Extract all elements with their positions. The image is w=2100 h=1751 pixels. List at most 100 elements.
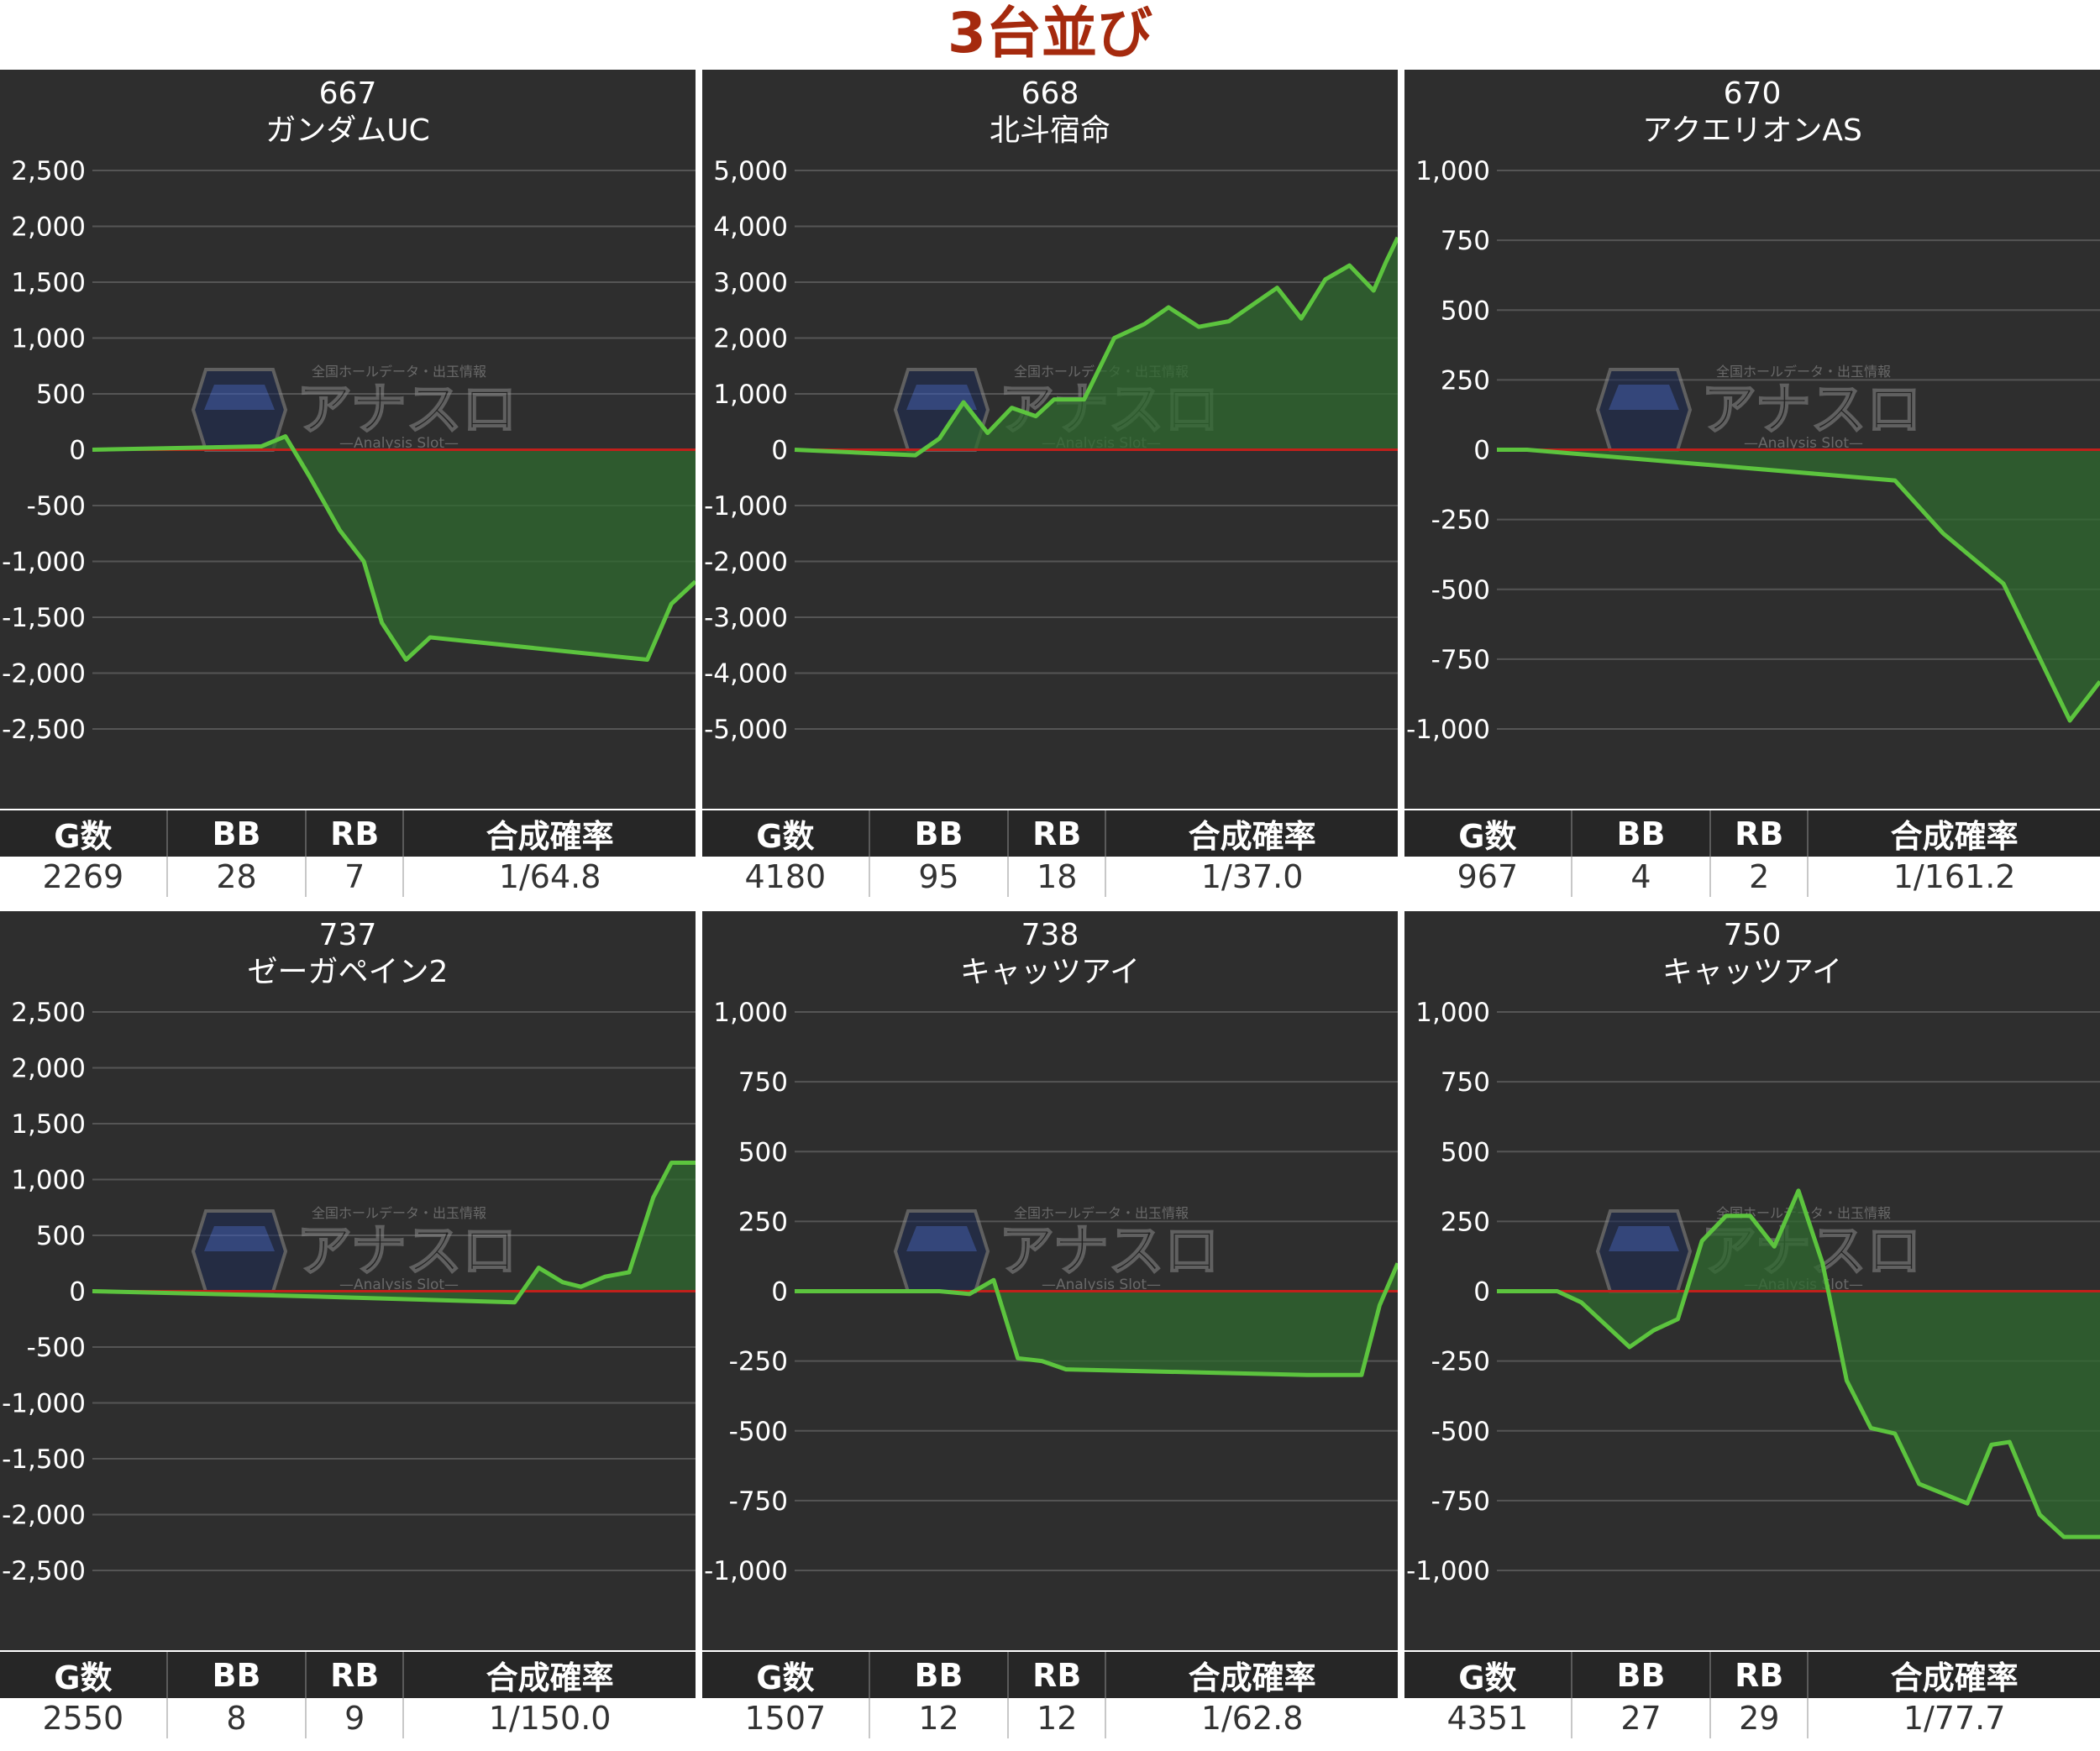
games-value: 4180 — [702, 857, 870, 897]
y-tick-label: 250 — [738, 1207, 788, 1237]
watermark-brand: アナスロ — [297, 1219, 517, 1283]
stats-header-row: G数 BB RB 合成確率 — [0, 1652, 696, 1698]
y-tick-label: 750 — [738, 1067, 788, 1098]
watermark-sub: —Analysis Slot— — [339, 1277, 459, 1293]
stats-value-row: 967 4 2 1/161.2 — [1404, 857, 2100, 897]
y-tick-label: -1,000 — [704, 491, 788, 522]
y-tick-label: -1,500 — [2, 603, 86, 633]
bb-value: 8 — [166, 1698, 307, 1738]
y-tick-label: 2,000 — [713, 324, 788, 354]
stats-value-row: 2269 28 7 1/64.8 — [0, 857, 696, 897]
bb-header: BB — [1571, 810, 1712, 857]
series-line — [794, 236, 1398, 458]
y-tick-label: 1,000 — [11, 324, 86, 354]
area-fill — [1497, 449, 2100, 721]
prob-value: 1/77.7 — [1808, 1698, 2100, 1738]
y-tick-label: 0 — [1473, 1277, 1490, 1308]
series-line — [1497, 1188, 2100, 1539]
prob-value: 1/150.0 — [403, 1698, 696, 1738]
prob-value: 1/64.8 — [403, 857, 696, 897]
prob-header: 合成確率 — [1105, 810, 1398, 857]
stats-value-row: 4351 27 29 1/77.7 — [1404, 1698, 2100, 1738]
rb-header: RB — [306, 1652, 405, 1698]
series-line — [795, 1262, 1398, 1377]
y-tick-label: -500 — [27, 1333, 86, 1363]
series-line — [92, 434, 696, 663]
machine-name: ガンダムUC — [265, 113, 430, 148]
chart-area: 750 キャッツアイ 1,000 750 500 250 0 -250 -500 -750 -1,0… — [1404, 911, 2100, 1650]
y-tick-label: -1,000 — [1406, 1556, 1490, 1586]
y-tick-label: 1,500 — [11, 268, 86, 298]
y-tick-label: -2,000 — [704, 548, 788, 578]
y-tick-label: 4,000 — [713, 212, 788, 243]
y-tick-label: -4,000 — [704, 659, 788, 689]
watermark-logo: アナスロ—Analysis Slot— 全国ホールデータ・出玉情報 — [191, 364, 518, 452]
games-header: G数 — [702, 1652, 870, 1698]
stats-value-row: 1507 12 12 1/62.8 — [702, 1698, 1398, 1738]
prob-header: 合成確率 — [403, 1652, 696, 1698]
y-tick-label: 1,000 — [1415, 156, 1490, 186]
y-tick-label: 1,000 — [713, 380, 788, 410]
games-value: 4351 — [1404, 1698, 1572, 1738]
y-tick-label: -250 — [1431, 506, 1490, 536]
watermark-brand: アナスロ — [999, 1219, 1220, 1283]
y-tick-label: 0 — [69, 1277, 86, 1308]
y-tick-label: 3,000 — [713, 268, 788, 298]
area-fill — [1497, 1190, 2100, 1538]
games-header: G数 — [0, 810, 168, 857]
y-tick-label: 1,000 — [713, 998, 788, 1028]
y-tick-label: -2,500 — [2, 715, 86, 745]
watermark-logo: アナスロ—Analysis Slot— 全国ホールデータ・出玉情報 — [893, 1205, 1221, 1293]
rb-header: RB — [1008, 1652, 1107, 1698]
y-tick-label: -1,500 — [2, 1444, 86, 1475]
prob-header: 合成確率 — [1808, 810, 2100, 857]
bb-header: BB — [1571, 1652, 1712, 1698]
stats-header-row: G数 BB RB 合成確率 — [1404, 810, 2100, 857]
y-tick-label: -1,000 — [2, 1389, 86, 1419]
games-value: 2269 — [0, 857, 168, 897]
stats-header-row: G数 BB RB 合成確率 — [1404, 1652, 2100, 1698]
rb-header: RB — [1008, 810, 1107, 857]
y-tick-label: 5,000 — [713, 156, 788, 186]
y-tick-label: 750 — [1441, 1067, 1490, 1098]
y-tick-label: -1,000 — [1406, 715, 1490, 745]
y-tick-label: -500 — [1431, 575, 1490, 606]
y-tick-label: -500 — [729, 1417, 788, 1447]
bb-value: 28 — [166, 857, 307, 897]
machine-name: ゼーガペイン2 — [248, 955, 449, 989]
chart-area: 668 北斗宿命 5,000 4,000 3,000 2,000 1,000 0 -1,000 -… — [702, 70, 1398, 809]
watermark-logo: アナスロ—Analysis Slot— 全国ホールデータ・出玉情報 — [1595, 364, 1923, 452]
stats-value-row: 2550 8 9 1/150.0 — [0, 1698, 696, 1738]
y-tick-label: 1,500 — [11, 1109, 86, 1140]
machine-number: 737 — [319, 918, 377, 952]
bb-value: 12 — [869, 1698, 1010, 1738]
y-tick-label: -500 — [1431, 1417, 1490, 1447]
bb-header: BB — [869, 1652, 1010, 1698]
games-value: 967 — [1404, 857, 1572, 897]
bb-header: BB — [166, 810, 307, 857]
y-tick-label: -250 — [1431, 1347, 1490, 1377]
games-value: 1507 — [702, 1698, 870, 1738]
y-tick-label: 0 — [1473, 436, 1490, 466]
watermark-tagline: 全国ホールデータ・出玉情報 — [312, 364, 486, 380]
y-tick-label: 2,500 — [11, 156, 86, 186]
page-title: 3台並び — [948, 1, 1152, 66]
y-tick-label: -1,000 — [2, 548, 86, 578]
series-line — [92, 1161, 696, 1305]
y-tick-label: 500 — [36, 380, 86, 410]
machine-number: 670 — [1724, 76, 1782, 111]
y-tick-label: 250 — [1441, 365, 1490, 396]
stats-header-row: G数 BB RB 合成確率 — [702, 810, 1398, 857]
machine-number: 668 — [1021, 76, 1079, 111]
y-tick-label: -250 — [729, 1347, 788, 1377]
y-tick-label: -750 — [729, 1486, 788, 1517]
stats-header-row: G数 BB RB 合成確率 — [702, 1652, 1398, 1698]
games-header: G数 — [1404, 1652, 1572, 1698]
y-tick-label: 0 — [771, 436, 788, 466]
watermark-brand: アナスロ — [1701, 377, 1922, 442]
y-tick-label: -750 — [1431, 645, 1490, 675]
stats-table: G数 BB RB 合成確率 4351 27 29 1/77.7 — [1404, 1652, 2100, 1738]
machine-name: アクエリオンAS — [1642, 113, 1862, 148]
prob-value: 1/161.2 — [1808, 857, 2100, 897]
